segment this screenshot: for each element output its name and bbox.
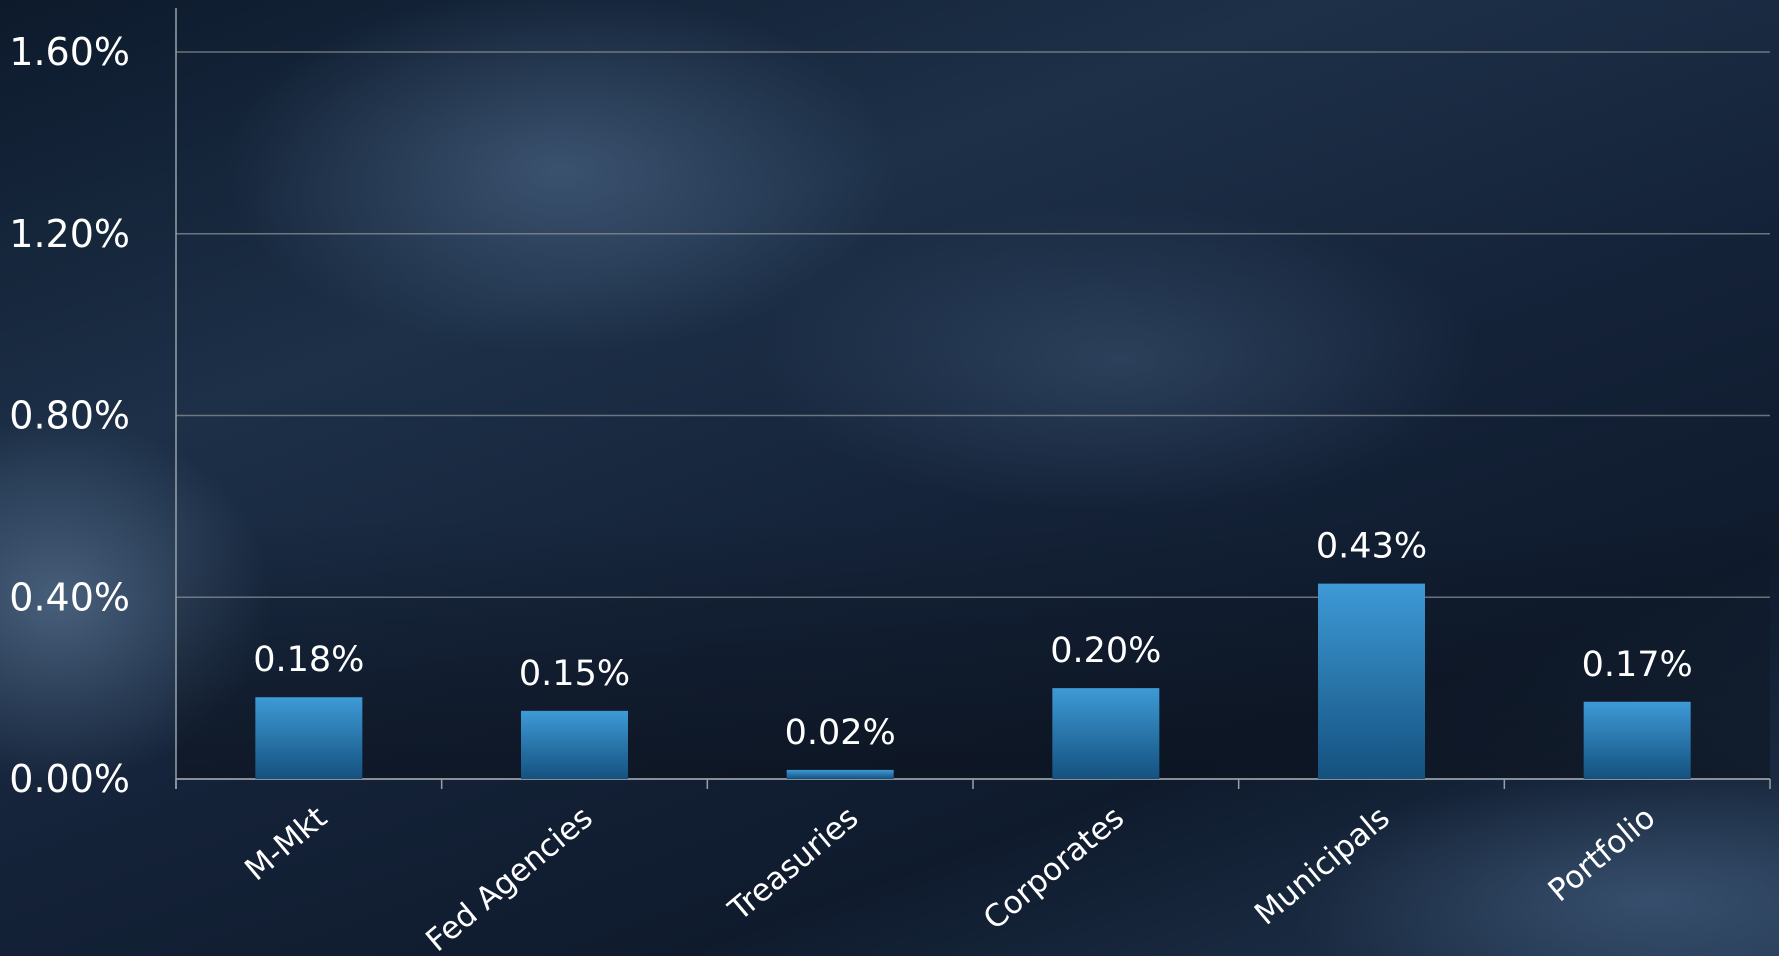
y-tick-label: 0.00% [9,757,130,801]
bar-portfolio [1583,701,1691,779]
x-tick-label: Portfolio [1541,800,1662,910]
bar-fed-agencies [521,710,628,779]
data-label: 0.20% [1050,631,1161,671]
data-label: 0.15% [519,654,630,694]
y-tick-label: 0.40% [9,575,130,619]
gridlines [176,51,1770,598]
data-label: 0.02% [785,713,896,753]
bars [255,583,1691,779]
x-tick-label: Fed Agencies [419,800,599,956]
axes [175,8,1771,789]
x-tick-label: Treasuries [721,800,865,929]
data-label: 0.43% [1316,527,1427,567]
x-tick-label: M-Mkt [238,800,334,889]
bar-treasuries [786,769,894,779]
x-tick-label: Corporates [977,800,1131,938]
x-tick-label: Municipals [1248,800,1397,933]
data-label: 0.17% [1582,645,1693,685]
bar-m-mkt [255,697,363,779]
bar-municipals [1318,583,1425,779]
bar-corporates [1052,688,1160,779]
labels: 0.00% 0.40% 0.80% 1.20% 1.60% 0.18% M-Mkt 0.15%… [9,30,1692,956]
y-tick-label: 1.20% [9,212,130,256]
y-tick-label: 1.60% [9,30,130,74]
data-label: 0.18% [253,640,364,680]
y-tick-label: 0.80% [9,394,130,438]
